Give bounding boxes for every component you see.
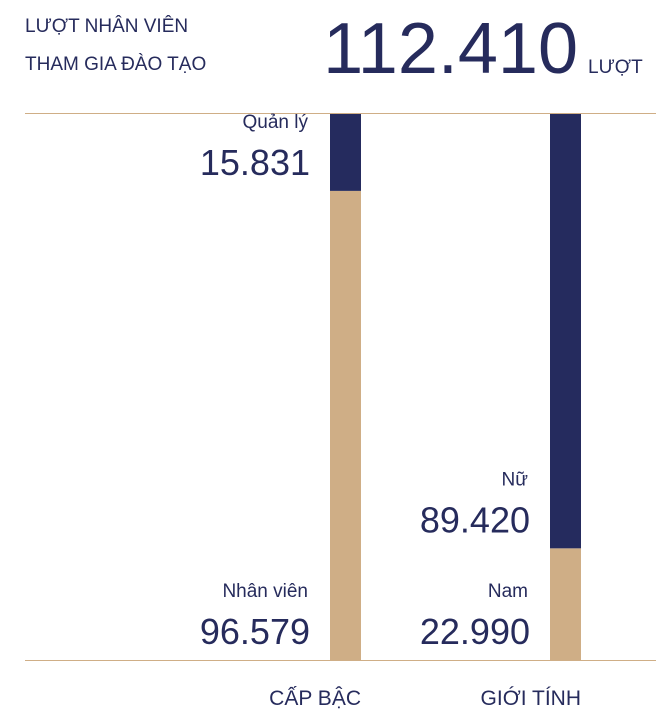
segment-name: Quản lý xyxy=(243,112,309,133)
title-line: THAM GIA ĐÀO TẠO xyxy=(25,54,206,75)
total-unit: LƯỢT xyxy=(588,57,643,78)
segment-value: 89.420 xyxy=(420,499,530,540)
segment-value: 22.990 xyxy=(420,611,530,652)
category-label: GIỚI TÍNH xyxy=(481,687,581,710)
title-line: LƯỢT NHÂN VIÊN xyxy=(25,15,188,37)
bar-segment xyxy=(550,548,581,660)
segment-value: 15.831 xyxy=(200,142,310,183)
segment-value: 96.579 xyxy=(200,611,310,652)
bar-segment xyxy=(550,114,581,549)
total-value: 112.410 xyxy=(323,9,578,89)
bar-segment xyxy=(330,114,361,191)
bar-segment xyxy=(330,190,361,660)
segment-name: Nữ xyxy=(502,469,529,490)
segment-name: Nam xyxy=(488,581,528,602)
segment-name: Nhân viên xyxy=(222,581,308,602)
category-label: CẤP BẬC xyxy=(269,687,361,710)
